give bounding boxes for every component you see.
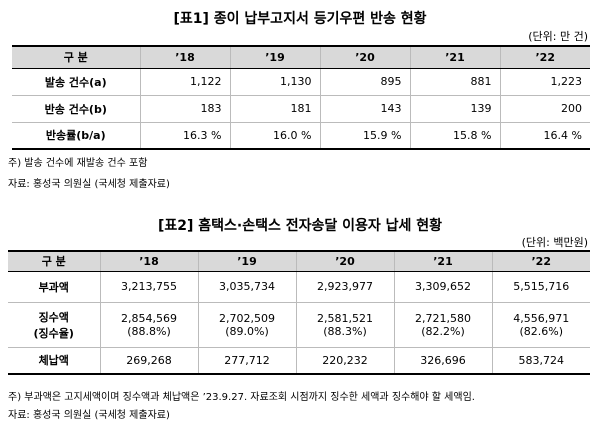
value-cell: 181 <box>229 95 320 123</box>
cell-line: (88.8%) <box>127 324 171 338</box>
footnote: 주) 발송 건수에 재발송 건수 포함 <box>8 158 148 169</box>
header-cell: ’18 <box>99 250 198 272</box>
cell-line: (82.6%) <box>519 324 564 338</box>
cell-line: 2,721,580 <box>415 311 471 325</box>
value-cell: 895 <box>319 68 410 96</box>
value-cell: 16.0 % <box>229 122 320 150</box>
value-cell: 143 <box>319 95 410 123</box>
value-cell: 326,696 <box>393 347 492 375</box>
value-cell: 277,712 <box>197 347 296 375</box>
header-cell: ’18 <box>139 45 230 69</box>
value-cell: 1,122 <box>139 68 230 96</box>
cell-line: 징수액 <box>38 310 69 324</box>
data-table: 구 분 ’18’19’20’21’22 발송 건수(a) 1,122 1,130 895 8… <box>12 45 590 150</box>
value-cell: 1,223 <box>499 68 590 96</box>
value-cell: 881 <box>409 68 500 96</box>
header-row: 구 분 ’18’19’20’21’22 <box>12 45 590 69</box>
cell-line: 4,556,971 <box>513 311 570 325</box>
value-cell: 2,581,521 (88.3%) <box>295 302 394 348</box>
row-label: 징수액 (징수율) <box>8 302 100 348</box>
value-cell: 220,232 <box>295 347 394 375</box>
cell-line: (89.0%) <box>225 324 269 338</box>
cell-line: (징수율) <box>33 326 74 340</box>
footnote: 주) 부과액은 고지세액이며 징수액과 체납액은 ’23.9.27. 자료조회 … <box>8 392 475 403</box>
value-cell: 3,213,755 <box>99 271 198 303</box>
unit-label: (단위: 백만원) <box>521 236 588 249</box>
row-label: 부과액 <box>8 271 100 303</box>
header-cell: ’20 <box>319 45 410 69</box>
header-cell: ’20 <box>295 250 394 272</box>
value-cell: 2,923,977 <box>295 271 394 303</box>
row-label: 체납액 <box>8 347 100 375</box>
table-row: 부과액 3,213,755 3,035,734 2,923,977 3,309,652 5… <box>8 271 590 303</box>
value-cell: 16.4 % <box>499 122 590 150</box>
header-cell: ’22 <box>499 45 590 69</box>
table-title: [표2] 홈택스·손택스 전자송달 이용자 납세 현황 <box>157 218 443 234</box>
row-label: 반송률(b/a) <box>12 122 140 150</box>
value-cell: 183 <box>139 95 230 123</box>
header-cell: ’22 <box>491 250 590 272</box>
cell-line: (82.2%) <box>421 324 465 338</box>
value-cell: 2,721,580 (82.2%) <box>393 302 492 348</box>
value-cell: 269,268 <box>99 347 198 375</box>
value-cell: 1,130 <box>229 68 320 96</box>
header-cell: ’21 <box>393 250 492 272</box>
header-cell: ’19 <box>229 45 320 69</box>
value-cell: 2,854,569 (88.8%) <box>99 302 198 348</box>
unit-label: (단위: 만 건) <box>528 30 588 43</box>
value-cell: 16.3 % <box>139 122 230 150</box>
table-row: 반송 건수(b) 183 181 143 139 200 <box>12 95 590 123</box>
table-title: [표1] 종이 납부고지서 등기우편 반송 현황 <box>173 11 427 27</box>
value-cell: 139 <box>409 95 500 123</box>
header-cell: ’19 <box>197 250 296 272</box>
cell-line: (88.3%) <box>323 324 367 338</box>
table-row: 발송 건수(a) 1,122 1,130 895 881 1,223 <box>12 68 590 96</box>
footnote: 자료: 홍성국 의원실 (국세청 제출자료) <box>8 179 170 190</box>
value-cell: 15.9 % <box>319 122 410 150</box>
header-cell: 구 분 <box>8 250 100 272</box>
header-cell: ’21 <box>409 45 500 69</box>
table-row: 체납액 269,268 277,712 220,232 326,696 583,724 <box>8 347 590 375</box>
value-cell: 200 <box>499 95 590 123</box>
footnote: 자료: 홍성국 의원실 (국세청 제출자료) <box>8 410 170 421</box>
data-table: 구 분 ’18’19’20’21’22 부과액 3,213,755 3,035,734 2… <box>8 250 590 375</box>
cell-line: 2,702,509 <box>219 311 275 325</box>
value-cell: 5,515,716 <box>491 271 590 303</box>
value-cell: 3,035,734 <box>197 271 296 303</box>
value-cell: 2,702,509 (89.0%) <box>197 302 296 348</box>
cell-line: 2,854,569 <box>121 311 177 325</box>
table-row: 반송률(b/a) 16.3 % 16.0 % 15.9 % 15.8 % 16.4 % <box>12 122 590 150</box>
table-row: 징수액 (징수율) 2,854,569 (88.8%) 2,702,509 (89.0%)… <box>8 302 590 348</box>
value-cell: 3,309,652 <box>393 271 492 303</box>
value-cell: 4,556,971 (82.6%) <box>491 302 590 348</box>
row-label: 발송 건수(a) <box>12 68 140 96</box>
cell-line: 2,581,521 <box>317 311 373 325</box>
row-label: 반송 건수(b) <box>12 95 140 123</box>
value-cell: 583,724 <box>491 347 590 375</box>
header-cell: 구 분 <box>12 45 140 69</box>
value-cell: 15.8 % <box>409 122 500 150</box>
header-row: 구 분 ’18’19’20’21’22 <box>8 250 590 272</box>
